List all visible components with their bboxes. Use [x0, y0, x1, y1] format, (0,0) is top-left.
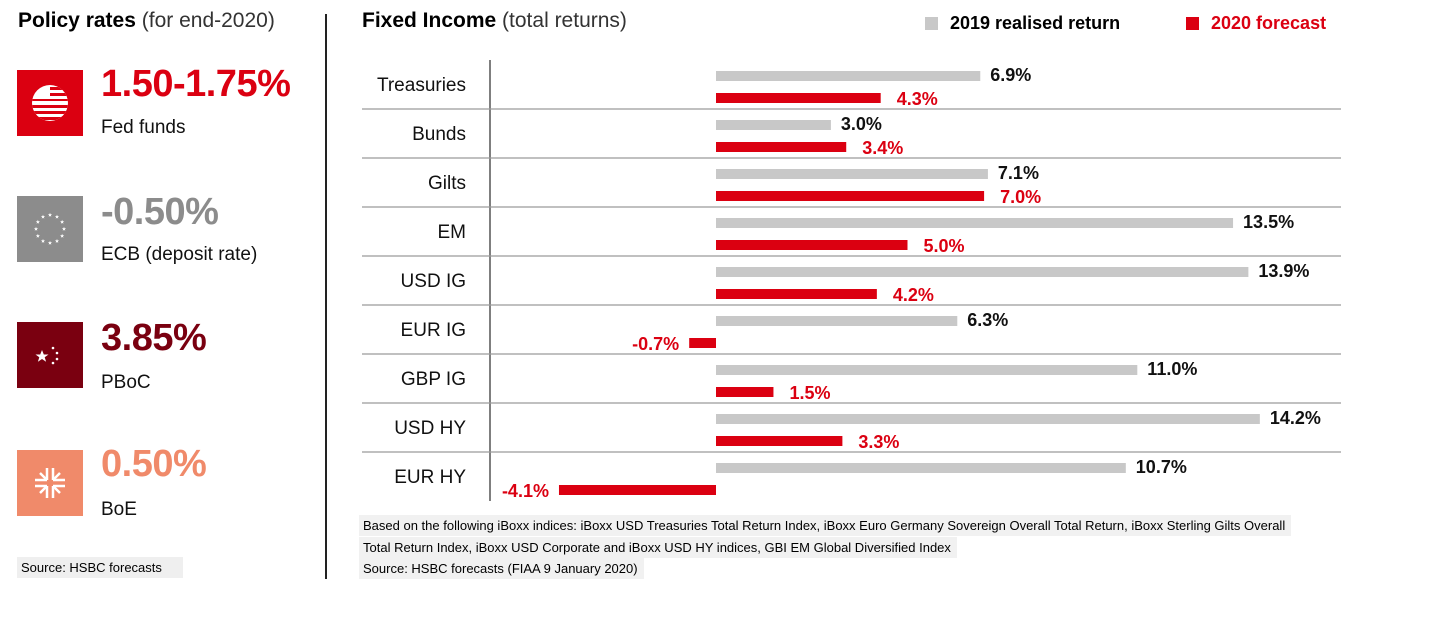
bar-realised-treasuries	[716, 71, 981, 81]
bar-realised-gbp-ig	[716, 365, 1138, 375]
bar-realised-em	[716, 218, 1234, 228]
bar-realised-bunds	[716, 120, 831, 130]
boe-rate-label: BoE	[101, 499, 137, 520]
legend-realised-label: 2019 realised return	[950, 13, 1121, 33]
policy-rates-heading: Policy rates	[18, 9, 136, 32]
fed-rate-value: 1.50-1.75%	[101, 63, 291, 105]
policy-rates-source: Source: HSBC forecasts	[17, 557, 183, 578]
bar-realised-usd-ig	[716, 267, 1249, 277]
legend-forecast-label: 2020 forecast	[1211, 13, 1327, 33]
bar-realised-eur-ig	[716, 316, 958, 326]
category-label-eur-ig: EUR IG	[401, 320, 466, 341]
pboc-rate-value: 3.85%	[101, 317, 207, 359]
legend-forecast: 2020 forecast	[1186, 13, 1326, 34]
label-forecast-em: 5.0%	[924, 236, 965, 256]
label-forecast-eur-hy: -4.1%	[502, 481, 549, 501]
label-realised-eur-ig: 6.3%	[967, 310, 1008, 330]
eu-flag-icon	[17, 196, 83, 262]
fixed-income-title: Fixed Income (total returns)	[362, 9, 627, 33]
label-realised-eur-hy: 10.7%	[1136, 457, 1187, 477]
category-label-gbp-ig: GBP IG	[401, 369, 466, 390]
bar-forecast-gilts	[716, 191, 985, 201]
label-forecast-bunds: 3.4%	[862, 138, 903, 158]
label-realised-usd-hy: 14.2%	[1270, 408, 1321, 428]
footnote-line-3: Source: HSBC forecasts (FIAA 9 January 2…	[359, 558, 644, 579]
label-realised-em: 13.5%	[1243, 212, 1294, 232]
bar-realised-gilts	[716, 169, 988, 179]
us-flag-icon	[17, 70, 83, 136]
legend-forecast-swatch	[1186, 17, 1199, 30]
label-realised-bunds: 3.0%	[841, 114, 882, 134]
label-realised-gbp-ig: 11.0%	[1147, 359, 1197, 379]
bar-forecast-gbp-ig	[716, 387, 774, 397]
fed-rate-label: Fed funds	[101, 117, 186, 138]
label-realised-treasuries: 6.9%	[990, 65, 1031, 85]
category-label-gilts: Gilts	[428, 173, 466, 194]
fixed-income-heading: Fixed Income	[362, 9, 497, 32]
fixed-income-subtitle: (total returns)	[502, 9, 627, 32]
label-realised-usd-ig: 13.9%	[1258, 261, 1309, 281]
bar-realised-eur-hy	[716, 463, 1126, 473]
label-forecast-usd-ig: 4.2%	[893, 285, 934, 305]
label-forecast-gbp-ig: 1.5%	[789, 383, 830, 403]
footnote-line-2: Total Return Index, iBoxx USD Corporate …	[359, 537, 957, 558]
china-flag-icon	[17, 322, 83, 388]
uk-flag-icon	[17, 450, 83, 516]
bar-forecast-eur-hy	[558, 485, 716, 495]
bar-realised-usd-hy	[716, 414, 1260, 424]
bar-forecast-em	[716, 240, 908, 250]
legend-realised: 2019 realised return	[925, 13, 1120, 34]
bar-forecast-bunds	[716, 142, 847, 152]
label-realised-gilts: 7.1%	[998, 163, 1039, 183]
footnote-line-1: Based on the following iBoxx indices: iB…	[359, 515, 1292, 536]
panel-divider	[325, 14, 327, 579]
legend-realised-swatch	[925, 17, 938, 30]
category-label-bunds: Bunds	[412, 124, 466, 145]
bar-forecast-eur-ig	[689, 338, 716, 348]
bar-forecast-usd-hy	[716, 436, 843, 446]
boe-rate-value: 0.50%	[101, 443, 207, 485]
bar-forecast-treasuries	[716, 93, 881, 103]
ecb-rate-value: -0.50%	[101, 191, 219, 233]
category-label-eur-hy: EUR HY	[394, 467, 466, 488]
ecb-rate-label: ECB (deposit rate)	[101, 244, 258, 265]
bar-forecast-usd-ig	[716, 289, 877, 299]
policy-rates-title: Policy rates (for end-2020)	[18, 9, 275, 33]
policy-rates-subtitle: (for end-2020)	[141, 9, 275, 32]
pboc-rate-label: PBoC	[101, 372, 151, 393]
category-label-usd-ig: USD IG	[401, 271, 466, 292]
label-forecast-treasuries: 4.3%	[897, 89, 938, 109]
category-label-usd-hy: USD HY	[394, 418, 466, 439]
label-forecast-usd-hy: 3.3%	[858, 432, 899, 452]
category-label-treasuries: Treasuries	[377, 75, 466, 96]
label-forecast-gilts: 7.0%	[1000, 187, 1041, 207]
category-label-em: EM	[438, 222, 467, 243]
label-forecast-eur-ig: -0.7%	[632, 334, 679, 354]
